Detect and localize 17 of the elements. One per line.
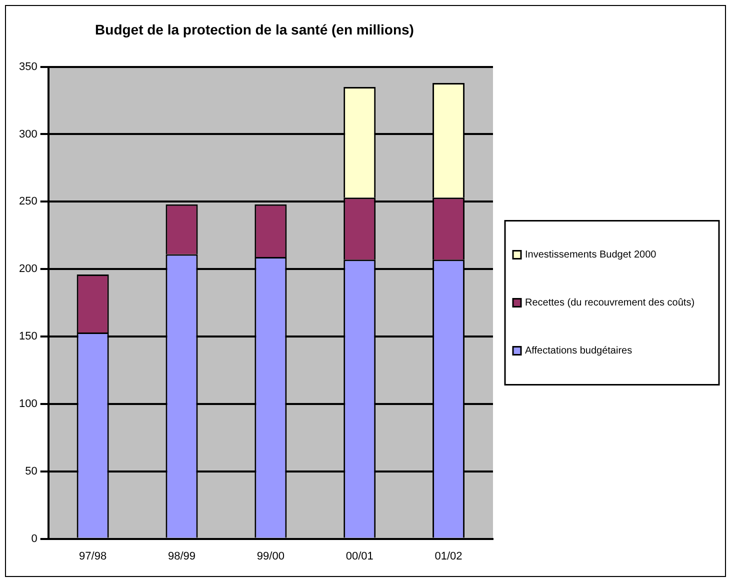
y-tick-label: 0 xyxy=(31,532,38,545)
x-tick-label: 97/98 xyxy=(79,550,107,562)
y-tick-label: 100 xyxy=(18,398,38,410)
y-tick-label: 300 xyxy=(18,128,38,140)
x-tick-label: 98/99 xyxy=(168,550,196,562)
legend-label: Recettes (du recouvrement des coûts) xyxy=(525,298,695,309)
y-tick-label: 350 xyxy=(18,60,38,73)
chart-title: Budget de la protection de la santé (en millions) xyxy=(95,21,414,38)
x-tick-label: 01/02 xyxy=(434,550,462,562)
y-tick-label: 150 xyxy=(18,330,38,343)
x-tick-label: 00/01 xyxy=(346,550,374,562)
legend-label: Affectations budgétaires xyxy=(525,346,632,357)
y-tick-label: 200 xyxy=(18,263,38,276)
x-tick-label: 99/00 xyxy=(256,550,284,562)
y-tick-label: 50 xyxy=(25,465,38,478)
y-tick-label: 250 xyxy=(18,196,38,208)
legend-label: Investissements Budget 2000 xyxy=(525,250,657,261)
